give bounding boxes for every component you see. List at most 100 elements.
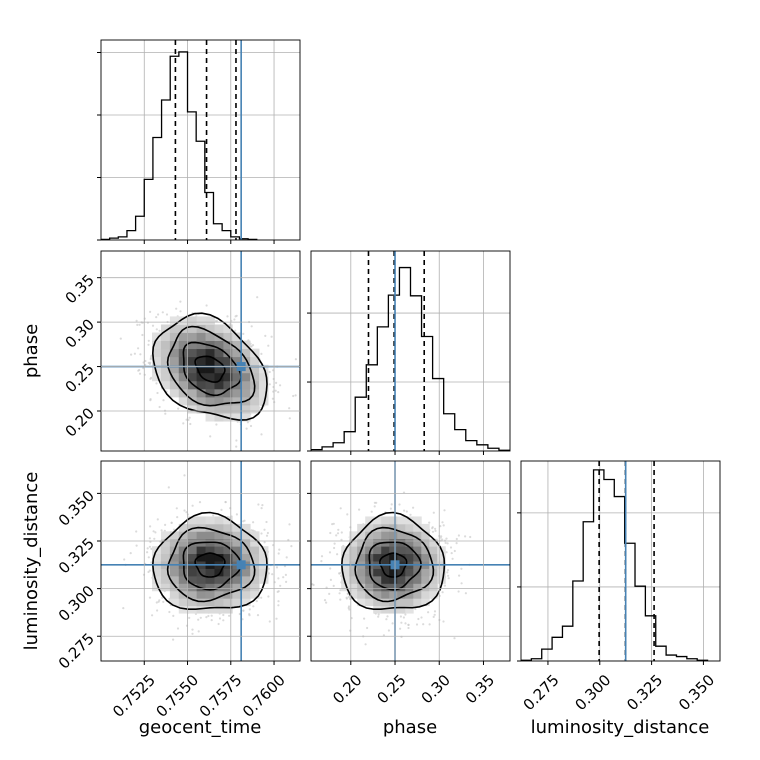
contour-geocent_time-vs-phase-sample-point (136, 323, 139, 326)
contour-geocent_time-vs-luminosity_distance-sample-point (123, 558, 126, 561)
contour-phase-vs-luminosity_distance-sample-point (432, 511, 435, 514)
contour-phase-vs-luminosity_distance-density-cell (373, 553, 382, 562)
contour-geocent_time-vs-luminosity_distance-sample-point (278, 548, 281, 551)
contour-geocent_time-vs-phase-sample-point (155, 316, 158, 319)
contour-geocent_time-vs-phase-sample-point (147, 339, 150, 342)
contour-geocent_time-vs-phase-sample-point (161, 311, 164, 314)
contour-geocent_time-vs-phase-density-cell (187, 324, 198, 333)
contour-geocent_time-vs-luminosity_distance-density-cell (250, 538, 260, 547)
contour-geocent_time-vs-phase-sample-point (151, 324, 155, 327)
contour-phase-vs-luminosity_distance-density-cell (429, 590, 438, 599)
contour-geocent_time-vs-phase-density-cell (232, 396, 242, 406)
contour-gt-phase-ytick-label: 0.30 (62, 315, 98, 351)
contour-phase-vs-luminosity_distance-frame (310, 460, 511, 662)
contour-phase-vs-luminosity_distance-density-cell (373, 590, 382, 599)
xlabel-luminosity-distance: luminosity_distance (531, 717, 710, 738)
contour-phase-vs-luminosity_distance-density-cell (349, 538, 358, 547)
contour-geocent_time-vs-luminosity_distance-density-cell (205, 575, 215, 584)
contour-geocent_time-vs-phase-density-cell (196, 340, 206, 350)
contour-geocent_time-vs-luminosity_distance-sample-point (170, 521, 173, 524)
contour-geocent_time-vs-luminosity_distance-density-cell (241, 553, 251, 562)
contour-geocent_time-vs-phase-sample-point (275, 381, 278, 384)
contour-phase-vs-luminosity_distance-density-cell (421, 531, 430, 540)
contour-geocent_time-vs-phase-sample-point (165, 313, 169, 316)
contour-geocent_time-vs-luminosity_distance-density-cell (205, 568, 215, 577)
contour-geocent_time-vs-luminosity_distance-density-cell (223, 605, 233, 614)
contour-geocent_time-vs-luminosity_distance-sample-point (288, 523, 291, 526)
contour-geocent_time-vs-luminosity_distance-sample-point (275, 617, 278, 620)
contour-geocent_time-vs-phase-frame (100, 250, 301, 452)
contour-phase-vs-luminosity_distance-density-cell (381, 605, 390, 614)
contour-geocent_time-vs-luminosity_distance-density-cell (196, 553, 206, 562)
contour-geocent_time-vs-luminosity_distance-density-cell (187, 598, 198, 607)
contour-geocent_time-vs-luminosity_distance-sample-point (153, 537, 156, 540)
hist-phase-panel-content (311, 251, 510, 451)
contour-phase-vs-luminosity_distance-sample-point (363, 617, 366, 620)
contour-geocent_time-vs-luminosity_distance-sample-point (149, 525, 152, 528)
contour-phase-vs-luminosity_distance-density-cell (421, 523, 430, 532)
contour-phase-vs-luminosity_distance-density-cell (413, 553, 422, 562)
contour-geocent_time-vs-phase-density-cell (214, 372, 224, 382)
contour-phase-vs-luminosity_distance-density-cell (381, 516, 390, 525)
contour-geocent_time-vs-luminosity_distance-sample-point (151, 614, 154, 617)
contour-geocent_time-vs-phase-density-cell (250, 388, 260, 398)
contour-geocent_time-vs-phase-density-cell (187, 356, 198, 366)
contour-phase-vs-luminosity_distance-density-cell (373, 546, 382, 555)
contour-geocent_time-vs-phase-density-cell (205, 364, 215, 374)
contour-geocent_time-vs-phase-sample-point (288, 417, 291, 420)
contour-phase-vs-luminosity_distance-sample-point (442, 524, 445, 527)
contour-geocent_time-vs-phase-density-cell (196, 396, 206, 406)
contour-phase-vs-luminosity_distance-density-cell (437, 575, 446, 584)
contour-phase-vs-luminosity_distance-density-cell (373, 538, 382, 547)
contour-phase-vs-luminosity_distance-density-cell (389, 553, 398, 562)
contour-phase-vs-luminosity_distance-sample-point (385, 618, 388, 621)
contour-geocent_time-vs-luminosity_distance-density-cell (160, 575, 171, 584)
contour-geocent_time-vs-phase-density-cell (250, 348, 260, 358)
contour-geocent_time-vs-luminosity_distance-density-cell (259, 575, 269, 584)
contour-geocent_time-vs-luminosity_distance-density-cell (214, 575, 224, 584)
contour-phase-vs-luminosity_distance-sample-point (432, 615, 435, 619)
contour-phase-vs-luminosity_distance-density-cell (389, 583, 398, 592)
contour-geocent_time-vs-phase-sample-point (294, 394, 297, 397)
contour-gt-dist-ytick-label: 0.325 (55, 534, 98, 577)
contour-phase-vs-luminosity_distance-density-cell (357, 575, 366, 584)
contour-geocent_time-vs-luminosity_distance-density-cell (241, 568, 251, 577)
contour-geocent_time-vs-luminosity_distance-sample-point (263, 541, 266, 544)
contour-phase-vs-luminosity_distance-sample-point (340, 538, 343, 541)
hist-luminosity_distance-xtick-label: 0.325 (623, 671, 666, 714)
contour-phase-vs-luminosity_distance-density-cell (413, 531, 422, 540)
contour-phase-vs-luminosity_distance-sample-point (451, 557, 454, 560)
contour-geocent_time-vs-phase-density-cell (223, 356, 233, 366)
contour-geocent_time-vs-phase-density-cell (187, 332, 198, 341)
contour-geocent_time-vs-luminosity_distance-sample-point (260, 532, 263, 535)
contour-geocent_time-vs-phase-density-cell (196, 332, 206, 341)
contour-phase-vs-luminosity_distance-sample-point (402, 616, 405, 619)
xlabel-geocent-time: geocent_time (139, 717, 262, 738)
hist-geocent_time-panel-content (101, 40, 300, 240)
contour-geocent_time-vs-luminosity_distance-sample-point (197, 618, 200, 621)
contour-geocent_time-vs-luminosity_distance-density-cell (187, 583, 198, 592)
contour-geocent_time-vs-luminosity_distance-density-cell (196, 516, 206, 525)
contour-phase-vs-luminosity_distance-sample-point (337, 528, 340, 531)
contour-geocent_time-vs-phase-sample-point (135, 319, 138, 322)
contour-geocent_time-vs-luminosity_distance-density-cell (178, 538, 189, 547)
contour-geocent_time-vs-luminosity_distance-sample-point (152, 530, 155, 533)
contour-geocent_time-vs-phase-sample-point (215, 423, 218, 426)
contour-phase-vs-luminosity_distance-density-cell (389, 598, 398, 607)
contour-phase-vs-luminosity_distance-density-cell (341, 575, 350, 584)
contour-geocent_time-vs-phase-sample-point (235, 445, 238, 448)
contour-phase-vs-luminosity_distance-density-cell (421, 575, 430, 584)
contour-phase-vs-luminosity_distance-density-cell (357, 538, 366, 547)
contour-phase-vs-luminosity_distance-sample-point (415, 623, 419, 626)
contour-phase-vs-luminosity_distance-sample-point (339, 598, 342, 601)
contour-geocent_time-vs-luminosity_distance-sample-point (252, 521, 255, 524)
contour-geocent_time-vs-luminosity_distance-density-cell (187, 575, 198, 584)
contour-geocent_time-vs-phase-density-cell (223, 405, 233, 414)
contour-phase-vs-luminosity_distance-sample-point (358, 508, 361, 511)
contour-geocent_time-vs-luminosity_distance-density-cell (214, 605, 224, 614)
contour-geocent_time-vs-luminosity_distance-density-cell (169, 590, 180, 599)
contour-phase-vs-luminosity_distance-density-cell (405, 546, 414, 555)
hist-luminosity_distance-panel-content (521, 461, 720, 661)
contour-geocent_time-vs-luminosity_distance-density-cell (196, 605, 206, 614)
contour-phase-vs-luminosity_distance-density-cell (405, 583, 414, 592)
